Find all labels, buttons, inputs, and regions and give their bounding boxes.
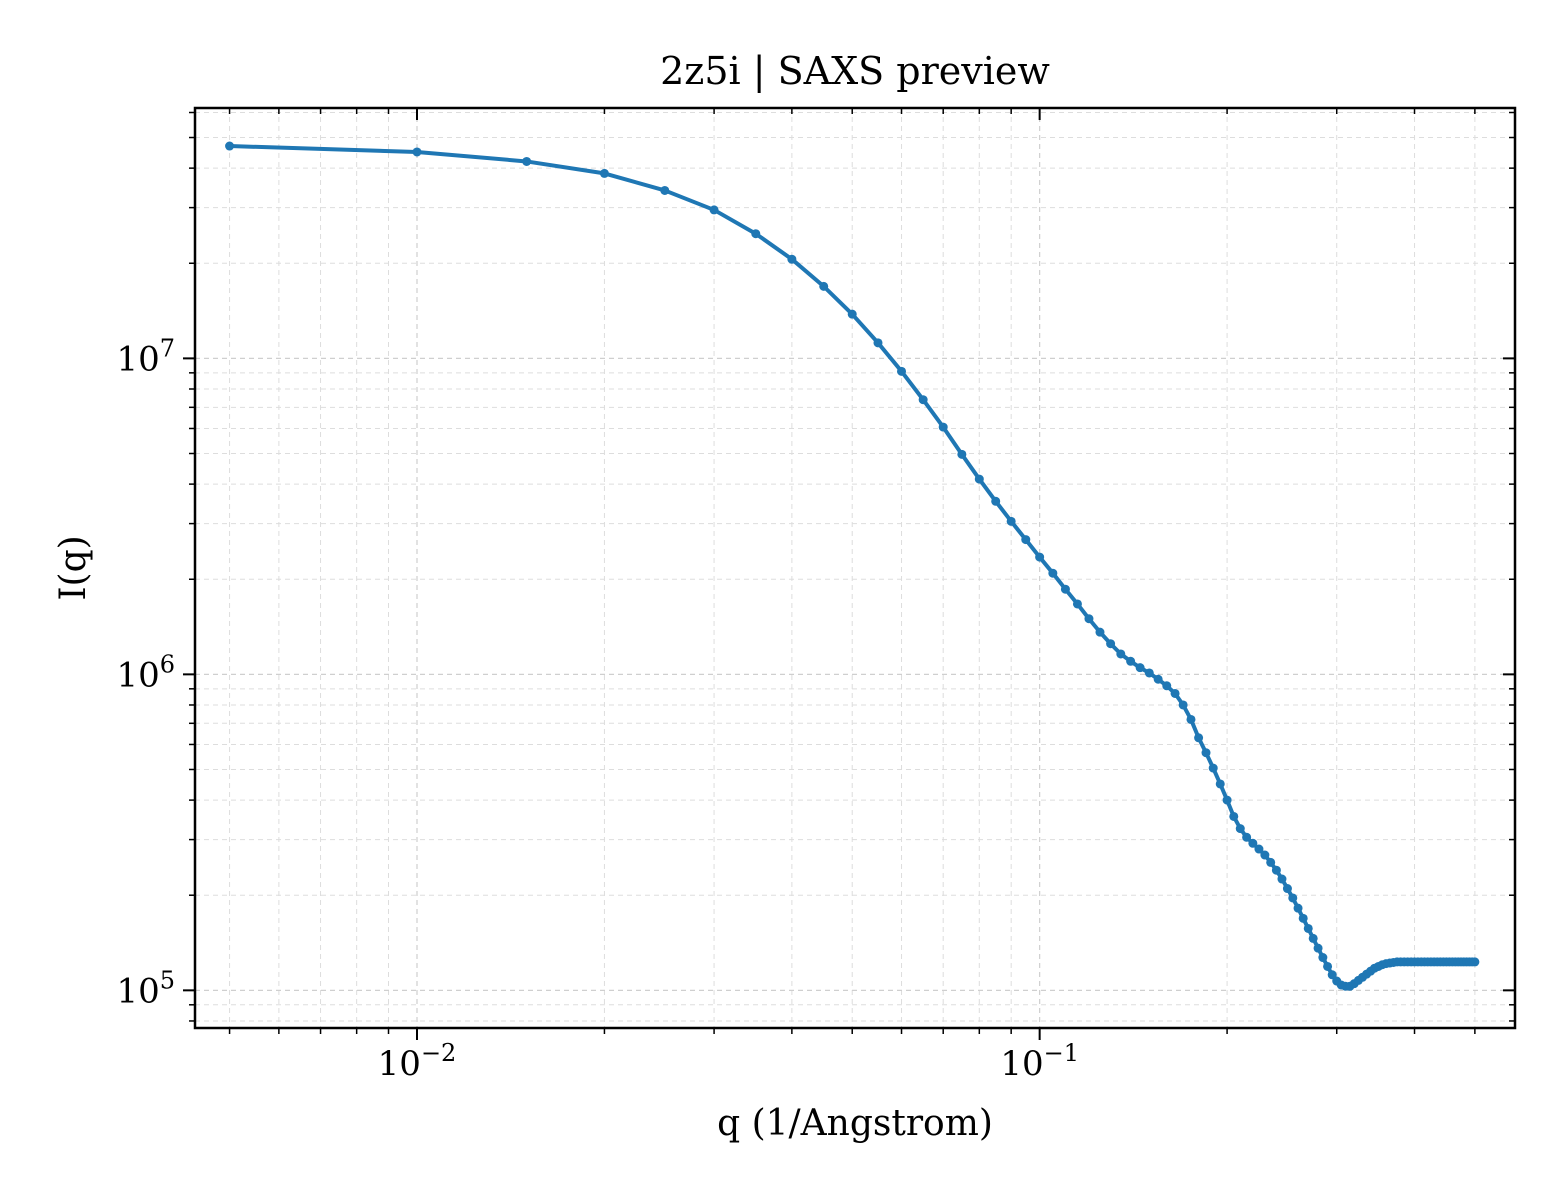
- data-point: [1282, 884, 1292, 894]
- data-point: [709, 205, 719, 215]
- data-point: [918, 395, 928, 405]
- data-point: [1254, 844, 1264, 854]
- data-point: [1048, 568, 1058, 578]
- data-point: [1271, 865, 1281, 875]
- data-point: [1235, 824, 1245, 834]
- data-point: [1144, 668, 1154, 678]
- data-point: [974, 474, 984, 484]
- data-point: [1293, 903, 1303, 913]
- data-point: [1215, 779, 1225, 789]
- data-point: [897, 366, 907, 376]
- data-point: [1308, 933, 1318, 943]
- data-point: [1072, 599, 1082, 609]
- data-point: [1288, 893, 1298, 903]
- data-point: [1106, 639, 1116, 649]
- data-point: [1084, 614, 1094, 624]
- data-point: [1194, 733, 1204, 743]
- series-group: [225, 141, 1480, 991]
- data-point: [412, 147, 422, 157]
- data-point: [819, 281, 829, 291]
- data-point: [847, 309, 857, 319]
- y-tick-label: 107: [116, 334, 175, 379]
- data-point: [1222, 795, 1232, 805]
- data-point: [1470, 957, 1480, 967]
- data-point: [751, 229, 761, 239]
- data-point: [957, 449, 967, 459]
- data-point: [1135, 663, 1145, 673]
- data-point: [1242, 832, 1252, 842]
- y-tick-label: 106: [116, 650, 175, 695]
- data-point: [1170, 688, 1180, 698]
- data-point: [991, 496, 1001, 506]
- data-point: [1035, 552, 1045, 562]
- data-point: [1318, 953, 1328, 963]
- data-point: [938, 422, 948, 432]
- data-point: [225, 141, 235, 151]
- data-point: [1277, 874, 1287, 884]
- data-point: [1229, 811, 1239, 821]
- plot-frame: [193, 106, 1517, 1030]
- data-point: [1126, 656, 1136, 666]
- data-point: [1006, 516, 1016, 526]
- data-point: [1186, 714, 1196, 724]
- data-point: [1327, 970, 1337, 980]
- y-tick-label: 105: [116, 966, 175, 1011]
- x-tick-label: 10−1: [1000, 1039, 1079, 1084]
- data-point: [1095, 627, 1105, 637]
- x-axis-label: q (1/Angstrom): [717, 1103, 993, 1144]
- data-point: [1178, 700, 1188, 710]
- axis-ticks: 10−2 10−1 105 106 107: [116, 108, 1515, 1084]
- data-point: [1208, 763, 1218, 773]
- data-point: [1260, 850, 1270, 860]
- data-point: [599, 168, 609, 178]
- data-point: [1162, 681, 1172, 691]
- data-point: [522, 156, 532, 166]
- data-point: [1116, 649, 1126, 659]
- data-point: [660, 185, 670, 195]
- data-point: [1201, 748, 1211, 758]
- data-point: [1248, 838, 1258, 848]
- data-point: [1021, 535, 1031, 545]
- chart-title: 2z5i | SAXS preview: [660, 49, 1050, 93]
- data-point: [1298, 913, 1308, 923]
- x-tick-label: 10−2: [378, 1039, 457, 1084]
- y-axis-label: I(q): [53, 535, 94, 600]
- data-point: [1060, 584, 1070, 594]
- data-point: [1313, 943, 1323, 953]
- data-point: [1323, 961, 1333, 971]
- data-point: [1153, 674, 1163, 684]
- data-point: [1266, 857, 1276, 867]
- data-point: [873, 338, 883, 348]
- data-point: [1303, 923, 1313, 933]
- data-point: [787, 254, 797, 264]
